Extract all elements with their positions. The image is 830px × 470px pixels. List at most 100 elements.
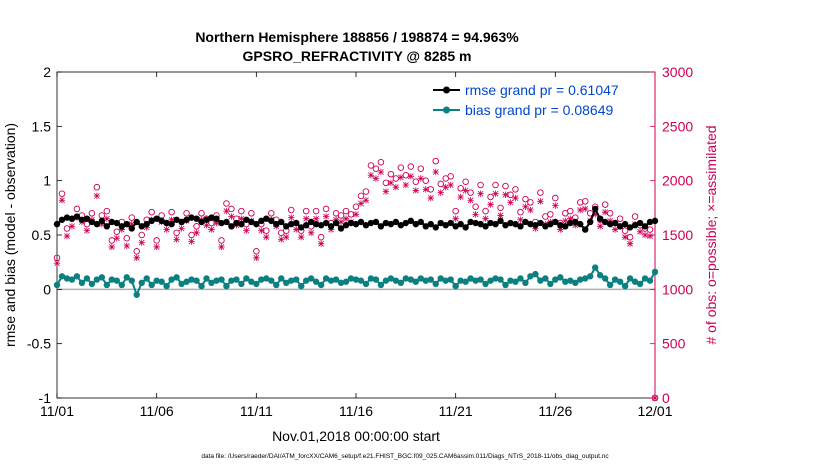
bias-marker xyxy=(596,272,604,279)
obs-assimilated-marker xyxy=(327,226,335,233)
rmse-marker xyxy=(113,219,121,227)
bias-marker xyxy=(497,276,504,283)
bias-marker xyxy=(293,276,300,283)
rmse-marker xyxy=(238,220,245,228)
obs-possible-marker xyxy=(148,208,155,216)
obs-assimilated-marker xyxy=(208,226,215,233)
bias-marker xyxy=(322,275,330,282)
legend-rmse-marker xyxy=(443,86,450,94)
obs-assimilated-marker xyxy=(651,394,659,402)
rmse-marker xyxy=(322,219,330,227)
rmse-marker xyxy=(263,215,270,222)
bias-marker xyxy=(332,276,340,283)
obs-possible-marker xyxy=(342,207,350,215)
bias-marker xyxy=(392,277,400,284)
obs-possible-marker xyxy=(93,183,101,191)
obs-assimilated-marker xyxy=(497,212,504,219)
right-y-tick-label: 2500 xyxy=(662,118,693,134)
bias-marker xyxy=(457,277,464,284)
obs-possible-marker xyxy=(581,198,589,205)
obs-possible-marker xyxy=(527,199,534,206)
bias-marker xyxy=(467,275,474,282)
bias-marker xyxy=(108,276,116,283)
bias-marker xyxy=(362,280,370,288)
obs-possible-marker xyxy=(522,195,529,203)
bias-marker xyxy=(83,275,91,282)
obs-assimilated-marker xyxy=(611,226,619,233)
x-tick-label: 11/21 xyxy=(439,403,473,419)
rmse-marker xyxy=(273,220,280,228)
rmse-marker xyxy=(522,218,529,226)
obs-assimilated-marker xyxy=(288,214,295,221)
rmse-marker xyxy=(208,214,215,221)
rmse-marker xyxy=(58,216,66,223)
left-y-tick-label: 2 xyxy=(43,64,51,80)
obs-assimilated-marker xyxy=(387,179,395,187)
rmse-marker xyxy=(173,216,180,223)
bias-marker xyxy=(153,277,160,284)
bias-marker xyxy=(143,275,150,282)
bias-marker xyxy=(283,279,290,287)
rmse-marker xyxy=(477,220,484,228)
bias-marker xyxy=(552,276,559,283)
bias-marker xyxy=(312,278,320,285)
obs-assimilated-marker xyxy=(203,222,210,229)
bias-marker xyxy=(347,275,355,282)
obs-assimilated-marker xyxy=(432,168,439,176)
obs-possible-marker xyxy=(367,162,375,169)
legend-bias-marker xyxy=(443,106,450,114)
bias-marker xyxy=(288,277,295,284)
obs-assimilated-marker xyxy=(482,215,489,222)
rmse-marker xyxy=(367,219,375,227)
rmse-marker xyxy=(128,225,135,232)
bias-series xyxy=(53,264,659,298)
rmse-marker xyxy=(437,219,444,227)
rmse-marker xyxy=(557,222,564,229)
rmse-marker xyxy=(78,216,86,223)
rmse-marker xyxy=(93,220,101,228)
rmse-marker xyxy=(517,223,524,230)
rmse-marker xyxy=(592,205,599,213)
rmse-marker xyxy=(422,223,429,230)
obs-possible-marker xyxy=(362,188,370,195)
obs-assimilated-marker xyxy=(572,222,579,229)
bias-marker xyxy=(387,275,395,282)
obs-assimilated-marker xyxy=(123,242,130,250)
bias-marker xyxy=(601,275,609,282)
bias-marker xyxy=(297,282,305,290)
legend-box xyxy=(430,79,652,123)
obs-assimilated-marker xyxy=(427,194,434,202)
obs-possible-marker xyxy=(123,235,131,242)
obs-assimilated-marker xyxy=(592,211,599,218)
obs-assimilated-marker xyxy=(317,240,325,247)
obs-assimilated-marker xyxy=(118,226,125,233)
rmse-marker xyxy=(228,223,235,230)
obs-assimilated-marker xyxy=(283,233,290,241)
bias-marker xyxy=(577,276,584,283)
obs-possible-marker xyxy=(472,203,479,210)
rmse-marker xyxy=(103,223,111,230)
bias-marker xyxy=(228,277,235,284)
bias-marker xyxy=(183,278,190,285)
obs-possible-marker xyxy=(437,180,444,188)
obs-assimilated-marker xyxy=(193,229,200,237)
rmse-marker xyxy=(577,220,584,228)
rmse-marker xyxy=(621,220,629,228)
obs-assimilated-marker xyxy=(173,236,180,243)
obs-possible-marker xyxy=(357,192,365,200)
obs-assimilated-marker xyxy=(357,200,365,207)
obs-assimilated-marker xyxy=(138,239,145,246)
obs-possible-marker xyxy=(198,210,205,217)
rmse-marker xyxy=(108,218,116,226)
bias-marker xyxy=(317,281,325,289)
bias-marker xyxy=(98,274,106,281)
rmse-marker xyxy=(427,220,434,228)
rmse-marker xyxy=(327,223,335,230)
bias-marker xyxy=(93,276,101,283)
obs-assimilated-marker xyxy=(517,216,524,223)
bias-marker xyxy=(302,277,310,284)
rmse-marker xyxy=(567,219,574,227)
rmse-marker xyxy=(307,218,315,226)
obs-assimilated-marker xyxy=(377,168,385,176)
